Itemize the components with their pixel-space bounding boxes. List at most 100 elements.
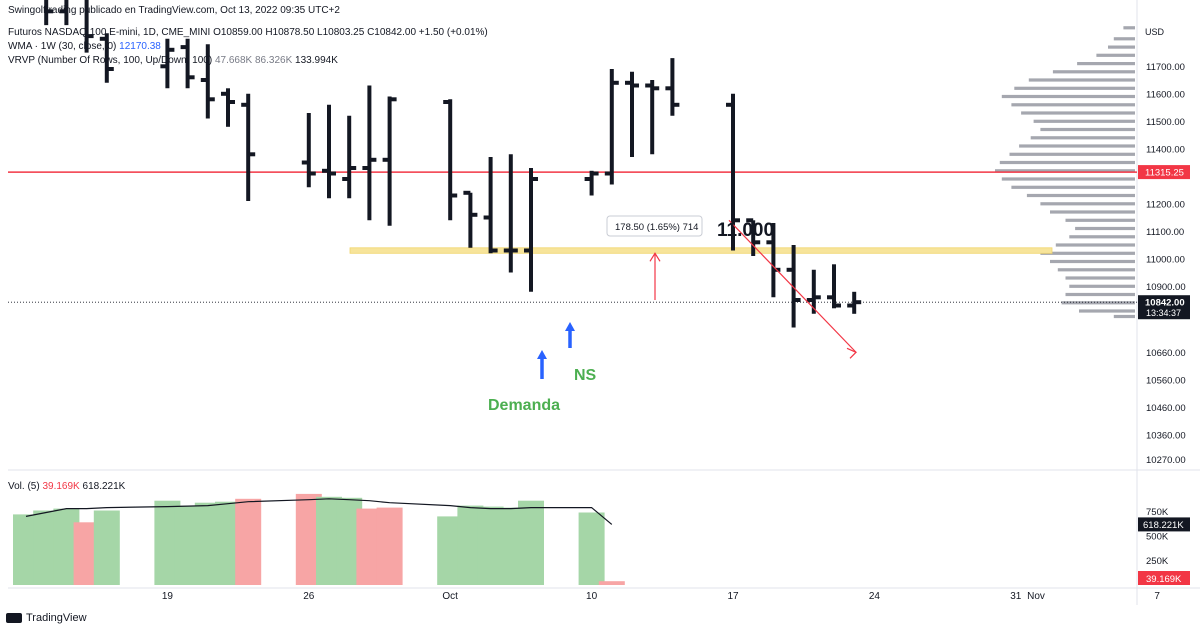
ohlc-bar <box>382 96 397 226</box>
wma-label[interactable]: WMA · 1W (30, close, 0) <box>8 41 117 52</box>
volume-profile-row <box>1011 103 1135 107</box>
volume-bar <box>93 510 120 585</box>
zone-layer <box>349 247 1053 254</box>
ohlc-bar <box>221 88 235 127</box>
time-tick: Nov <box>1027 591 1045 602</box>
time-tick: 10 <box>586 591 598 602</box>
ohlc-bar <box>645 80 660 155</box>
measure-arrow-head <box>649 252 661 262</box>
volume-ma-line <box>25 498 613 525</box>
volume-profile-row <box>1050 259 1135 264</box>
volume-profile-row <box>1065 276 1135 280</box>
volume-profile-row <box>995 169 1135 173</box>
time-tick: 26 <box>303 591 315 602</box>
measure-label: 178.50 (1.65%) 714 <box>615 222 698 233</box>
volume-ma-tag <box>1138 517 1190 532</box>
ohlc-bar <box>827 264 841 309</box>
ohlc-bar <box>301 113 316 188</box>
volume-last-tag-label: 39.169K <box>1146 574 1182 585</box>
currency-label: USD <box>1145 27 1165 37</box>
vrvp-value-up: 47.668K <box>214 55 253 66</box>
ohlc-bar <box>180 38 195 89</box>
ohlc-bar <box>322 104 336 199</box>
price-tick: 10900.00 <box>1146 282 1186 293</box>
ohlc-bar <box>84 0 94 53</box>
ohlc-bar <box>160 38 175 89</box>
volume-profile <box>995 26 1135 319</box>
volume-profile-row <box>1033 119 1135 123</box>
volume-profile-row <box>1030 136 1135 140</box>
vrvp-value-down: 86.326K <box>255 55 293 66</box>
annotation-ns: NS <box>574 367 597 384</box>
volume-profile-row <box>1052 70 1135 74</box>
tradingview-logo-icon <box>6 613 22 623</box>
time-tick: 17 <box>727 591 739 602</box>
ohlc-bar <box>604 69 619 185</box>
ohlc-bar <box>362 85 377 221</box>
ohlc-bar <box>99 33 114 83</box>
price-tick: 10360.00 <box>1146 430 1186 441</box>
volume-tick: 250K <box>1146 556 1169 567</box>
ohlc-values: O10859.00 H10878.50 L10803.25 C10842.00 … <box>213 27 488 38</box>
volume-profile-row <box>1113 314 1135 319</box>
vrvp-label[interactable]: VRVP (Number Of Rows, 100, Up/Down, 100) <box>8 55 213 66</box>
ohlc-bar <box>524 168 538 292</box>
measure-tooltip <box>606 215 703 237</box>
symbol-title[interactable]: Futuros NASDAQ 100 E-mini, 1D, CME_MINI <box>8 27 211 38</box>
header-publish-line: Swingolftrading publicado en TradingView… <box>8 5 340 16</box>
volume-profile-row <box>1113 37 1135 41</box>
time-tick: Oct <box>442 591 458 602</box>
volume-ma-tag-label: 618.221K <box>1143 520 1184 531</box>
volume-profile-row <box>1055 243 1135 247</box>
volume-profile-row <box>1079 309 1135 313</box>
price-tick: 11200.00 <box>1146 199 1185 210</box>
demand-arrow <box>537 350 547 379</box>
time-tick: 24 <box>869 591 881 602</box>
volume-profile-row <box>1096 53 1135 57</box>
price-tick: 11400.00 <box>1146 144 1185 155</box>
volume-pane: 750K 500K 250K 618.221K 39.169K <box>13 493 1190 585</box>
volume-profile-row <box>1040 127 1135 132</box>
volume-profile-row <box>999 160 1135 165</box>
trend-arrow-head <box>846 347 858 359</box>
header-vrvp-line[interactable]: VRVP (Number Of Rows, 100, Up/Down, 100)… <box>8 55 338 66</box>
volume-profile-row <box>1057 268 1135 272</box>
ohlc-bar <box>786 245 801 328</box>
volume-profile-row <box>1069 235 1135 239</box>
last-price-label: 10842.00 <box>1145 298 1185 309</box>
volume-profile-row <box>1069 284 1135 288</box>
header-symbol-line[interactable]: Futuros NASDAQ 100 E-mini, 1D, CME_MINI … <box>8 27 488 38</box>
ohlc-bars <box>44 0 862 328</box>
time-axis[interactable]: 19 26 Oct 10 17 24 31 Nov 7 <box>162 591 1161 602</box>
volume-profile-row <box>1050 210 1135 214</box>
volume-profile-row <box>1026 193 1135 198</box>
tradingview-footer[interactable]: TradingView <box>6 612 87 624</box>
volume-header[interactable]: Vol. (5) 39.169K 618.221K <box>8 481 125 492</box>
ohlc-bar <box>443 99 458 221</box>
hline-price-tag <box>1138 165 1190 180</box>
volume-tick: 750K <box>1146 507 1169 518</box>
blue-arrow-head <box>565 322 575 331</box>
volume-profile-row <box>1123 26 1135 30</box>
ohlc-bar <box>847 291 862 314</box>
ns-arrow <box>565 322 575 348</box>
zone-rectangle <box>349 247 1053 254</box>
hline-price-label: 11315.25 <box>1145 168 1184 179</box>
hline-layer <box>8 171 1137 303</box>
volume-profile-row <box>1014 86 1135 90</box>
ohlc-bar <box>746 218 761 256</box>
volume-profile-row <box>1108 45 1135 49</box>
header-wma-line[interactable]: WMA · 1W (30, close, 0) 12170.38 <box>8 41 161 52</box>
price-tick: 10660.00 <box>1146 348 1186 359</box>
volume-title[interactable]: Vol. (5) <box>8 481 40 492</box>
volume-profile-row <box>1065 292 1135 297</box>
vrvp-value-total: 133.994K <box>295 55 338 66</box>
price-axis[interactable]: USD 11700.00 11600.00 11500.00 11400.00 11200… <box>1138 27 1190 466</box>
price-tick: 10560.00 <box>1146 375 1186 386</box>
annotation-demanda: Demanda <box>488 397 560 414</box>
volume-profile-row <box>1009 152 1135 156</box>
bar-countdown: 13:34:37 <box>1146 308 1181 318</box>
ohlc-bar <box>625 71 639 157</box>
